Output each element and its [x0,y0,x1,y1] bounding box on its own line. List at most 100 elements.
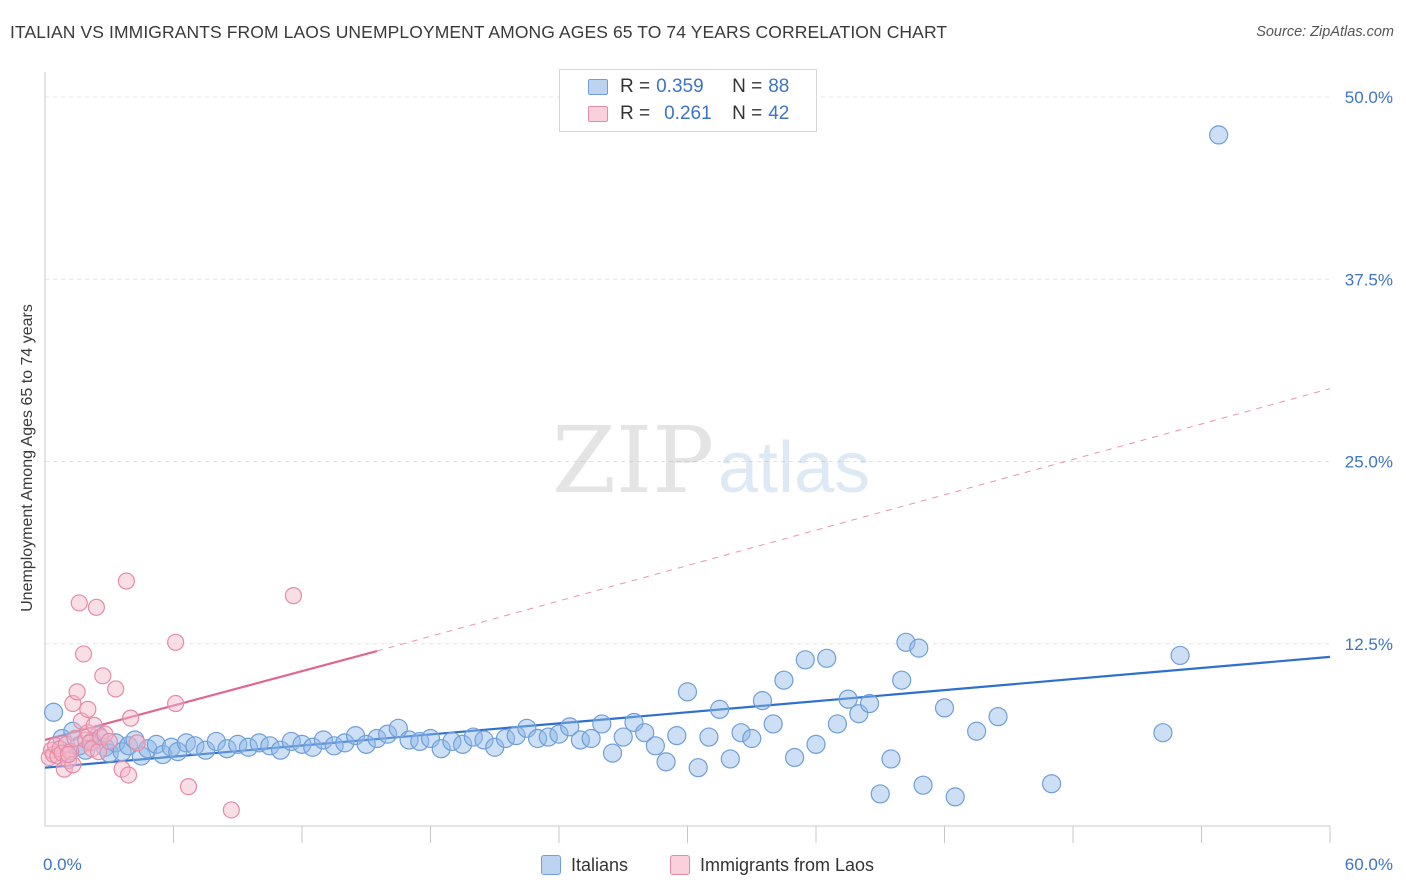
point-italians [185,736,205,756]
point-italians [292,734,312,754]
point-laos [284,587,303,605]
r-value: 0.261 [664,103,712,124]
stats-row-laos: R = 0.261 N = 42 [588,102,789,126]
point-italians [592,714,612,734]
point-italians [303,737,323,757]
point-italians [581,728,601,749]
italians-swatch [541,855,561,875]
point-italians [453,734,473,754]
point-italians [817,648,837,668]
point-laos [74,645,93,663]
point-italians [913,775,933,795]
point-italians [1041,774,1062,794]
point-laos [62,743,80,761]
point-italians [859,693,880,714]
point-italians [806,734,826,754]
point-laos [122,709,140,727]
axes [44,72,1331,843]
point-laos [179,778,198,796]
x-tick-labels: 0.0% 60.0% [43,855,1393,874]
y-tick-labels: 12.5% 25.0% 37.5% 50.0% [1345,88,1393,654]
point-laos [167,694,185,713]
point-italians [146,734,166,754]
point-italians [260,736,280,756]
point-italians [602,743,623,763]
point-italians [763,714,783,734]
trend-line-italians [44,655,1331,769]
point-italians [378,724,398,744]
point-laos [107,680,125,698]
chart-title: ITALIAN VS IMMIGRANTS FROM LAOS UNEMPLOY… [10,22,948,42]
point-italians [442,731,462,752]
point-italians [431,739,451,759]
y-tick-label: 12.5% [1345,635,1393,654]
r-label: R = [620,76,651,97]
trend-lines [44,388,1331,769]
laos-swatch [670,855,690,875]
point-italians [238,737,259,757]
point-laos [70,594,88,612]
point-laos [79,700,97,718]
point-italians [688,758,708,778]
point-laos [64,756,82,774]
point-italians [774,670,794,690]
point-italians [881,749,901,769]
point-italians [217,739,237,759]
point-italians [827,714,848,734]
r-value: 0.359 [656,76,704,97]
n-value: 42 [768,103,790,124]
point-italians [710,699,730,719]
trend-line-laos [44,649,378,742]
source-label: Source: ZipAtlas.com [1256,24,1394,40]
point-italians [742,728,762,749]
italians-swatch [588,79,608,95]
point-italians [367,728,387,749]
legend-item-laos[interactable]: Immigrants from Laos [670,853,874,877]
legend-label: Immigrants from Laos [700,854,875,875]
stats-row-italians: R = 0.359 N = 88 [588,75,789,99]
y-tick-label: 50.0% [1345,88,1393,107]
point-italians [506,726,526,746]
laos-swatch [588,106,608,122]
y-tick-label: 37.5% [1345,270,1393,289]
watermark: ZIP atlas [552,407,870,514]
point-italians [313,730,334,750]
point-italians [1170,645,1190,666]
legend-item-italians[interactable]: Italians [541,853,628,877]
point-italians [560,717,580,737]
point-italians [870,784,890,804]
point-italians [752,691,773,711]
point-italians [731,723,751,743]
x-tick-label: 60.0% [1345,855,1393,874]
point-italians [656,752,676,772]
point-laos [68,683,86,701]
point-italians [635,723,655,743]
y-axis-title: Unemployment Among Ages 65 to 74 years [19,304,36,612]
point-italians [838,689,858,709]
point-italians [677,682,698,702]
point-italians [945,787,965,807]
point-italians [335,733,355,753]
point-italians [43,702,64,722]
point-italians [410,731,430,752]
point-italians [324,736,344,756]
y-tick-label: 25.0% [1345,453,1393,472]
point-italians [206,731,226,752]
point-italians [667,726,687,746]
point-italians [538,727,558,747]
watermark-zip: ZIP [552,407,714,514]
point-italians [795,650,815,670]
point-laos [113,760,131,778]
point-laos [117,572,135,590]
point-italians [988,707,1008,727]
n-label: N = [732,103,763,124]
point-laos [167,633,185,651]
n-value: 88 [768,76,790,97]
point-italians [934,698,955,718]
point-laos [59,745,78,764]
point-italians [1209,125,1229,145]
gridlines [45,96,1330,645]
point-italians [131,746,151,766]
point-laos [89,743,108,761]
